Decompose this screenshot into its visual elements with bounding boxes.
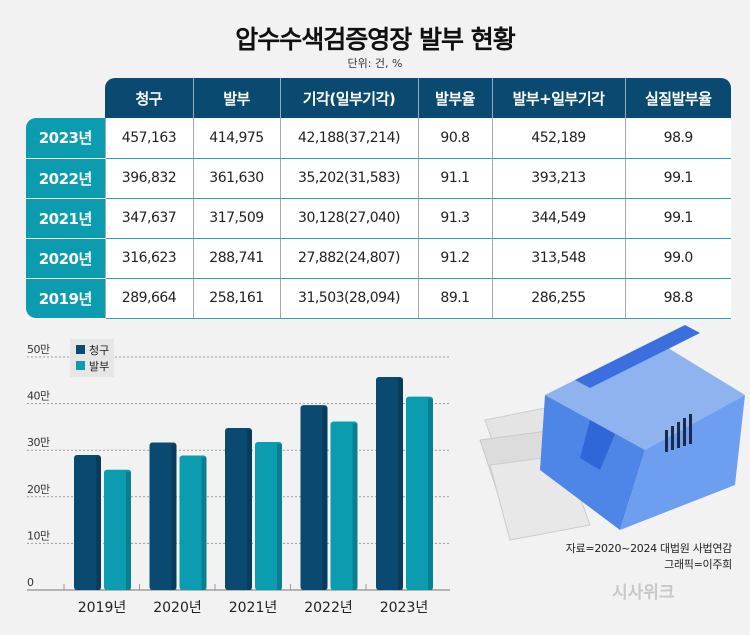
table-cell: 30,128(27,040) <box>279 198 418 239</box>
table-cell: 313,548 <box>491 238 625 279</box>
table-cell: 317,509 <box>192 198 280 239</box>
table-cell: 35,202(31,583) <box>279 158 418 199</box>
bar-shade <box>96 457 101 590</box>
bar-claim-2021년 <box>225 428 252 590</box>
bar-claim-2022년 <box>300 405 328 590</box>
table-cell: 89.1 <box>417 278 492 319</box>
legend: 청구 발부 <box>70 339 114 377</box>
legend-swatch-issued <box>76 361 85 370</box>
header-cell: 기각(일부기각) <box>279 78 418 118</box>
bar-claim-2023년 <box>376 376 403 590</box>
table-cell: 288,741 <box>192 238 280 279</box>
publisher-logo: 시사위크 <box>612 583 675 603</box>
header-cell: 청구 <box>105 78 193 118</box>
table-cell: 31,503(28,094) <box>279 278 418 319</box>
table-cell: 98.8 <box>624 278 731 319</box>
row-year: 2023년 <box>26 118 105 159</box>
table-cell: 457,163 <box>104 118 193 159</box>
x-tick-label: 2020년 <box>153 600 202 616</box>
table-cell: 289,664 <box>104 278 193 319</box>
table-row: 2023년 457,163 414,975 42,188(37,214) 90.8 452… <box>26 118 731 159</box>
table-cell: 344,549 <box>491 198 625 239</box>
y-tick-label: 0 <box>27 576 34 589</box>
table-cell: 91.1 <box>417 158 492 199</box>
table-row: 2020년 316,623 288,741 27,882(24,807) 91.2 313… <box>26 238 731 279</box>
table-cell: 98.9 <box>624 118 731 159</box>
unit-label: 단위: 건, % <box>347 57 403 70</box>
legend-swatch-claim <box>76 345 85 354</box>
x-tick-label: 2023년 <box>380 600 429 616</box>
table-cell: 347,637 <box>104 198 193 239</box>
bar-issued-2021년 <box>255 442 282 590</box>
bar-shade <box>247 430 252 590</box>
x-tick-label: 2019년 <box>78 600 127 616</box>
table-cell: 393,213 <box>491 158 625 199</box>
source-note: 자료=2020~2024 대법원 사법연감 그래픽=이주희 <box>565 541 733 573</box>
table-row: 2022년 396,832 361,630 35,202(31,583) 91.1 393… <box>26 158 731 199</box>
row-year: 2019년 <box>26 278 105 319</box>
x-tick-label: 2022년 <box>304 600 353 616</box>
bar-shade <box>398 378 403 590</box>
y-tick-label: 40만 <box>27 390 50 403</box>
bar-shade <box>126 471 131 590</box>
bar-issued-2023년 <box>406 396 433 590</box>
row-year: 2022년 <box>26 158 105 199</box>
bar-shade <box>322 407 328 590</box>
table-cell: 452,189 <box>491 118 625 159</box>
table-cell: 91.2 <box>417 238 492 279</box>
table-row: 2021년 347,637 317,509 30,128(27,040) 91.3 344… <box>26 198 731 239</box>
header-cell: 발부율 <box>417 78 492 118</box>
table-cell: 258,161 <box>192 278 280 319</box>
table-cell: 99.0 <box>624 238 731 279</box>
legend-label-claim: 청구 <box>89 344 109 357</box>
bar-shade <box>277 444 282 590</box>
box-illustration <box>479 325 745 541</box>
bar-issued-2020년 <box>179 455 207 590</box>
table-cell: 286,255 <box>491 278 625 319</box>
bar-shade <box>201 457 207 590</box>
legend-label-issued: 발부 <box>89 360 109 373</box>
table-cell: 99.1 <box>624 158 731 199</box>
bar-shade <box>428 398 433 590</box>
table-cell: 27,882(24,807) <box>279 238 418 279</box>
box-right-side <box>620 395 745 530</box>
row-year: 2021년 <box>26 198 105 239</box>
header-cell: 실질발부율 <box>624 78 731 118</box>
bar-claim-2019년 <box>74 455 101 590</box>
x-tick-label: 2021년 <box>229 600 278 616</box>
bar-claim-2020년 <box>149 442 177 590</box>
table-cell: 91.3 <box>417 198 492 239</box>
table-header-row: 청구 발부 기각(일부기각) 발부율 발부+일부기각 실질발부율 <box>26 78 731 118</box>
bar-shade <box>352 423 358 590</box>
y-tick-label: 50만 <box>27 343 50 356</box>
table-cell: 396,832 <box>104 158 193 199</box>
bar-issued-2019년 <box>104 469 131 590</box>
table-cell: 99.1 <box>624 198 731 239</box>
table-cell: 414,975 <box>192 118 280 159</box>
y-tick-label: 30만 <box>27 436 50 449</box>
bar-shade <box>171 444 177 590</box>
table-row: 2019년 289,664 258,161 31,503(28,094) 89.1 286… <box>26 278 731 319</box>
header-cell: 발부 <box>192 78 280 118</box>
table-cell: 90.8 <box>417 118 492 159</box>
credit-text: 그래픽=이주희 <box>664 558 732 571</box>
table-cell: 361,630 <box>192 158 280 199</box>
y-tick-label: 20만 <box>27 483 50 496</box>
box-tape-side <box>580 420 615 470</box>
page-title: 압수수색검증영장 발부 현황 <box>235 25 515 54</box>
source-text: 자료=2020~2024 대법원 사법연감 <box>565 542 733 555</box>
y-tick-label: 10만 <box>27 529 50 542</box>
header-cell: 발부+일부기각 <box>491 78 625 118</box>
row-year: 2020년 <box>26 238 105 279</box>
box-tape <box>575 325 700 388</box>
warrant-table: 청구 발부 기각(일부기각) 발부율 발부+일부기각 실질발부율 2023년 45… <box>26 78 731 319</box>
table-cell: 42,188(37,214) <box>279 118 418 159</box>
prosecution-emblem-icon <box>665 414 692 452</box>
table-cell: 316,623 <box>104 238 193 279</box>
bar-issued-2022년 <box>330 421 358 590</box>
